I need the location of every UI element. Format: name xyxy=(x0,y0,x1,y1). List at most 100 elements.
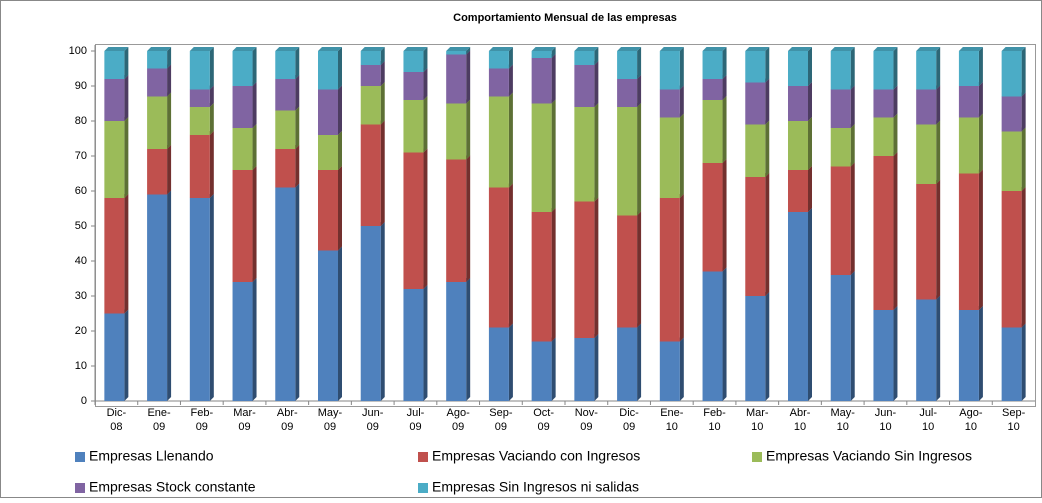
bar xyxy=(916,184,937,300)
bar xyxy=(403,72,424,100)
bar xyxy=(574,338,595,401)
bar xyxy=(403,289,424,401)
x-tick-label-line: Jul- xyxy=(407,407,425,419)
x-tick-label-line: Jun- xyxy=(875,407,897,419)
y-tick-label: 30 xyxy=(75,290,87,302)
bar-top xyxy=(232,47,257,51)
bar xyxy=(104,313,125,401)
y-tick-label: 90 xyxy=(75,80,87,92)
bar-side xyxy=(637,103,642,216)
bar xyxy=(702,100,723,163)
bar xyxy=(531,212,552,342)
y-tick-label: 50 xyxy=(75,220,87,232)
bar xyxy=(574,107,595,202)
bar xyxy=(745,51,766,83)
bar xyxy=(873,51,894,90)
bar xyxy=(788,212,808,401)
bar xyxy=(574,201,595,338)
bar xyxy=(403,152,424,289)
bar xyxy=(318,250,338,401)
x-tick-label-line: 09 xyxy=(367,421,379,433)
bar xyxy=(446,103,467,160)
bar-top xyxy=(318,47,342,51)
x-tick-label-line: 09 xyxy=(153,421,165,433)
bar-side xyxy=(808,47,812,86)
x-tick-label: Oct- 09 xyxy=(533,407,554,433)
bar xyxy=(617,215,638,328)
bar-side xyxy=(338,166,342,251)
bar-side xyxy=(936,47,941,90)
bar-side xyxy=(551,54,556,104)
bar xyxy=(189,135,210,198)
x-tick-label-line: Sep- xyxy=(489,407,513,419)
bar xyxy=(446,51,467,55)
bar xyxy=(830,275,851,401)
bar-side xyxy=(252,82,257,128)
bar xyxy=(788,121,808,170)
bar xyxy=(617,107,638,216)
bar-side xyxy=(978,82,983,118)
bar xyxy=(788,51,808,86)
bar xyxy=(1001,96,1022,132)
legend-label: Empresas Llenando xyxy=(89,448,214,464)
bar-side xyxy=(338,47,342,90)
bar-side xyxy=(850,47,855,90)
bar-side xyxy=(423,68,428,100)
bar xyxy=(189,198,210,401)
bar xyxy=(916,51,937,90)
x-tick-label: Dic- 09 xyxy=(619,407,639,433)
bar xyxy=(275,110,296,149)
bar xyxy=(617,79,638,107)
bar xyxy=(659,117,680,198)
x-tick-label-line: 10 xyxy=(965,421,977,433)
bar-side xyxy=(594,61,599,107)
x-tick-label: Abr- 09 xyxy=(277,407,298,433)
bar-side xyxy=(679,337,684,401)
bar-side xyxy=(380,47,385,65)
bar-side xyxy=(765,78,770,125)
x-tick-label-line: Ago- xyxy=(447,407,471,419)
x-tick-label-line: 10 xyxy=(837,421,849,433)
bar xyxy=(916,299,937,401)
bar-top xyxy=(531,47,556,51)
x-tick-label: Mar- 10 xyxy=(746,407,769,433)
x-tick-label: Mar- 09 xyxy=(233,407,256,433)
x-tick-label-line: 09 xyxy=(324,421,336,433)
bar xyxy=(617,327,638,401)
x-tick-label-line: 09 xyxy=(238,421,250,433)
bar-top xyxy=(873,47,898,51)
y-tick-label: 20 xyxy=(75,325,87,337)
bar xyxy=(488,327,509,401)
bar xyxy=(745,124,766,177)
bar xyxy=(531,51,552,58)
bar-top xyxy=(745,47,770,51)
x-tick-label-line: 09 xyxy=(623,421,635,433)
bar xyxy=(360,86,381,125)
x-tick-label-line: Abr- xyxy=(277,407,298,419)
bar-side xyxy=(167,190,172,401)
x-tick-label-line: 08 xyxy=(110,421,122,433)
bar xyxy=(147,96,168,149)
bar-side xyxy=(722,159,727,272)
x-tick-label-line: Mar- xyxy=(746,407,769,419)
x-tick-label-line: 10 xyxy=(794,421,806,433)
bar-top xyxy=(446,47,471,51)
x-tick-label-line: Sep- xyxy=(1002,407,1026,419)
bar xyxy=(446,159,467,282)
bar-side xyxy=(594,47,599,65)
y-tick-label: 40 xyxy=(75,255,87,267)
legend-swatch xyxy=(418,452,428,462)
bar xyxy=(318,51,338,90)
bar-side xyxy=(380,222,385,401)
bar-side xyxy=(679,194,684,342)
bar-side xyxy=(508,183,513,328)
bar-side xyxy=(765,47,770,83)
x-tick-label-line: Dic- xyxy=(107,407,127,419)
x-tick-label-line: Ene- xyxy=(660,407,684,419)
bar xyxy=(830,89,851,128)
bar xyxy=(104,79,125,121)
bar xyxy=(232,170,253,282)
x-tick-label-line: 09 xyxy=(580,421,592,433)
x-tick-label: Jul- 10 xyxy=(919,407,937,433)
